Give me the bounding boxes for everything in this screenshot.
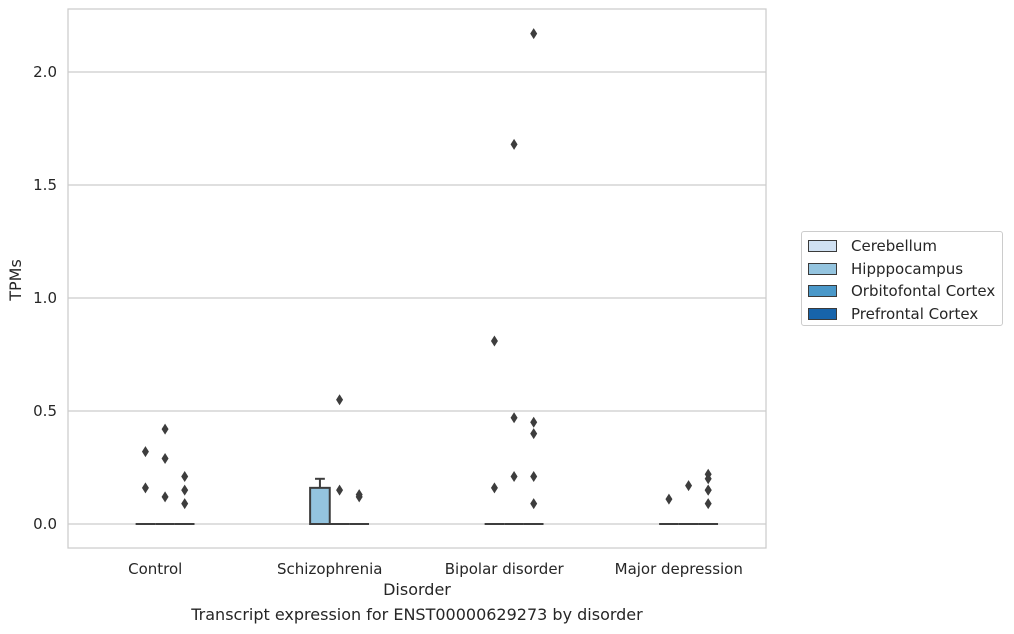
outlier-point	[530, 428, 538, 440]
legend-item: Prefrontal Cortex	[802, 303, 1002, 326]
outlier-point	[181, 471, 189, 483]
legend: Cerebellum Hipppocampus Orbitofontal Corte…	[801, 231, 1003, 326]
figure-caption: Transcript expression for ENST0000062927…	[191, 605, 643, 624]
y-tick-label: 0.0	[33, 515, 57, 533]
outlier-point	[530, 471, 538, 483]
outlier-point	[336, 394, 344, 406]
legend-item: Hipppocampus	[802, 258, 1002, 281]
outlier-point	[161, 452, 169, 464]
outlier-point	[510, 412, 518, 424]
legend-label: Prefrontal Cortex	[851, 305, 979, 324]
legend-label: Hipppocampus	[851, 259, 964, 278]
outlier-point	[510, 138, 518, 150]
legend-item: Orbitofontal Cortex	[802, 280, 1002, 303]
x-tick-label: Major depression	[615, 560, 743, 578]
outlier-point	[510, 471, 518, 483]
outlier-point	[530, 416, 538, 428]
outlier-point	[161, 423, 169, 435]
outlier-point	[141, 482, 149, 494]
y-tick-label: 0.5	[33, 402, 57, 420]
outlier-point	[336, 484, 344, 496]
x-tick-label: Control	[128, 560, 182, 578]
outlier-layer	[141, 28, 712, 510]
outlier-point	[665, 493, 673, 505]
x-tick-labels: Control Schizophrenia Bipolar disorder Majo…	[128, 560, 743, 578]
y-tick-label: 1.5	[33, 176, 57, 194]
outlier-point	[490, 482, 498, 494]
x-axis-title: Disorder	[383, 580, 451, 599]
y-tick-label: 1.0	[33, 289, 57, 307]
outlier-point	[141, 446, 149, 458]
y-axis-title: TPMs	[6, 259, 25, 302]
outlier-point	[704, 498, 712, 510]
outlier-point	[181, 484, 189, 496]
box-hipppocampus	[309, 477, 331, 525]
legend-label: Cerebellum	[851, 237, 937, 256]
legend-swatch	[808, 262, 837, 275]
x-tick-label: Bipolar disorder	[445, 560, 565, 578]
outlier-point	[490, 335, 498, 347]
legend-item: Cerebellum	[802, 235, 1002, 258]
outlier-point	[685, 480, 693, 492]
grid-layer	[68, 71, 766, 525]
box-layer	[135, 477, 719, 525]
outlier-point	[161, 491, 169, 503]
x-tick-label: Schizophrenia	[277, 560, 382, 578]
outlier-point	[704, 484, 712, 496]
outlier-point	[181, 498, 189, 510]
legend-swatch	[808, 240, 837, 253]
outlier-point	[530, 28, 538, 40]
legend-swatch	[808, 285, 837, 298]
y-tick-label: 2.0	[33, 63, 57, 81]
legend-swatch	[808, 308, 837, 321]
outlier-point	[704, 473, 712, 485]
legend-label: Orbitofontal Cortex	[851, 282, 996, 301]
plot-frame	[67, 8, 767, 549]
outlier-point	[355, 491, 363, 503]
outlier-point	[530, 498, 538, 510]
y-tick-labels: 0.0 0.5 1.0 1.5 2.0	[33, 63, 57, 533]
